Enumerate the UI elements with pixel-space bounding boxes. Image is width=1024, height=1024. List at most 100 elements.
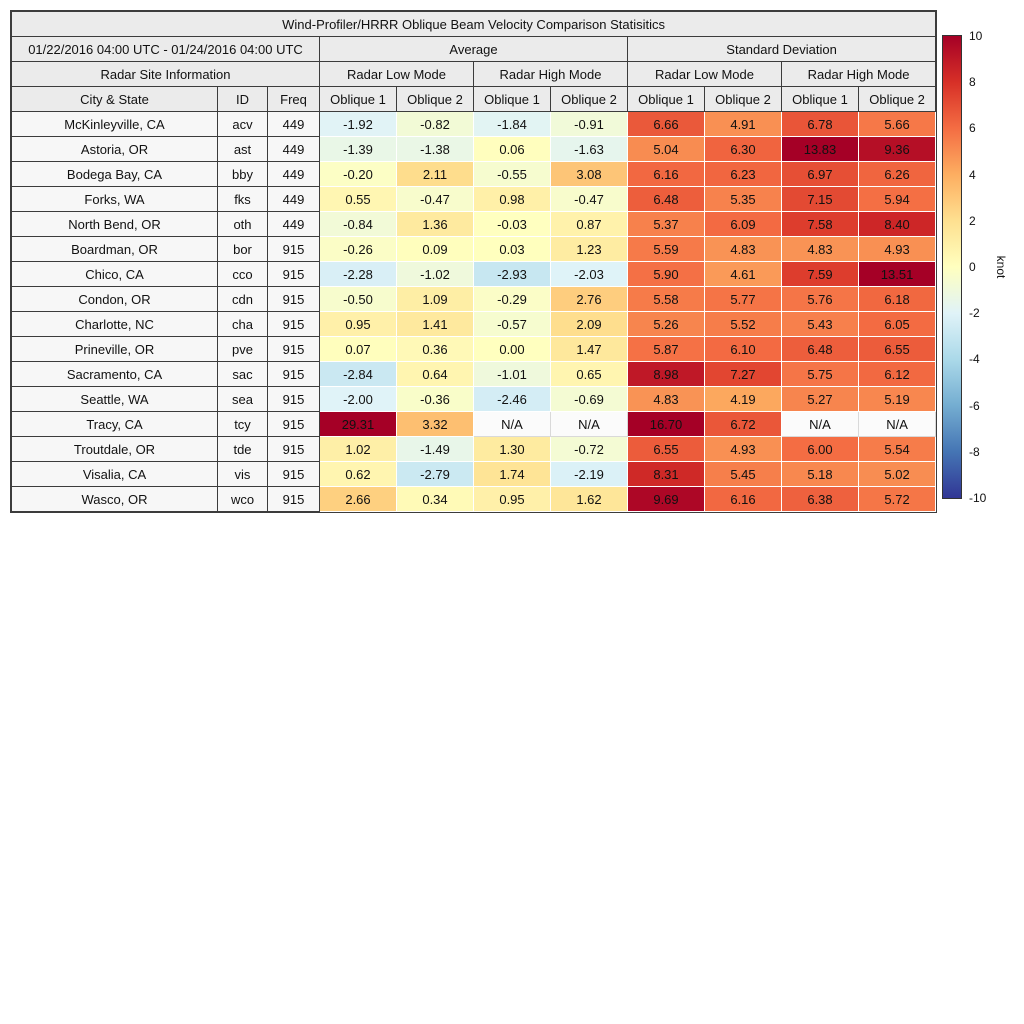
table-row: Forks, WA fks 449 0.55 -0.47 0.98 -0.47 6.48 5.3… [11, 186, 937, 212]
title-row: Wind-Profiler/HRRR Oblique Beam Velocity… [10, 11, 937, 37]
value-cell: 8.31 [627, 461, 705, 487]
value-cell: 1.41 [396, 311, 474, 337]
value-cell: -2.79 [396, 461, 474, 487]
table-row: Visalia, CA vis 915 0.62 -2.79 1.74 -2.19 8.31 5… [11, 461, 937, 487]
colorbar-tick-label: 10 [969, 29, 983, 43]
mode-header-avg-high: Radar High Mode [473, 61, 628, 87]
colorbar-tick-label: 0 [969, 260, 976, 274]
value-cell: 6.23 [704, 161, 782, 187]
value-cell: 9.69 [627, 486, 705, 512]
freq-cell: 915 [267, 236, 320, 262]
value-cell: 1.47 [550, 336, 628, 362]
freq-cell: 915 [267, 261, 320, 287]
value-cell: -0.03 [473, 211, 551, 237]
value-cell: 5.52 [704, 311, 782, 337]
column-header-oblique: Oblique 1 [781, 86, 859, 112]
colorbar-tick-label: 4 [969, 167, 976, 182]
value-cell: 5.58 [627, 286, 705, 312]
freq-cell: 449 [267, 186, 320, 212]
table-row: Prineville, OR pve 915 0.07 0.36 0.00 1.47 5.87… [11, 336, 937, 362]
freq-cell: 915 [267, 461, 320, 487]
value-cell: -0.72 [550, 436, 628, 462]
value-cell: 6.30 [704, 136, 782, 162]
value-cell: 0.64 [396, 361, 474, 387]
colorbar-ticks: 10 8 6 4 2 0 -2 -4 -6 -8 -10 [969, 29, 999, 505]
value-cell: 6.78 [781, 111, 859, 137]
table-row: Condon, OR cdn 915 -0.50 1.09 -0.29 2.76 5.58 5.… [11, 286, 937, 312]
colorbar-tick-label: -4 [969, 352, 980, 367]
value-cell: 1.36 [396, 211, 474, 237]
value-cell: 5.77 [704, 286, 782, 312]
id-cell: fks [217, 186, 268, 212]
value-cell: -2.19 [550, 461, 628, 487]
city-cell: Condon, OR [11, 286, 218, 312]
value-cell: 1.62 [550, 486, 628, 512]
value-cell: 2.09 [550, 311, 628, 337]
freq-cell: 915 [267, 336, 320, 362]
freq-cell: 915 [267, 486, 320, 512]
freq-cell: 915 [267, 311, 320, 337]
column-header-oblique: Oblique 1 [473, 86, 551, 112]
colorbar-tick-label: -8 [969, 444, 980, 459]
city-cell: Visalia, CA [11, 461, 218, 487]
table-row: Boardman, OR bor 915 -0.26 0.09 0.03 1.23 5.59 4… [11, 236, 937, 262]
value-cell: 1.09 [396, 286, 474, 312]
table-row: Wasco, OR wco 915 2.66 0.34 0.95 1.62 9.69 6.16 6… [11, 486, 937, 512]
freq-cell: 449 [267, 111, 320, 137]
city-cell: Prineville, OR [11, 336, 218, 362]
value-cell: 1.23 [550, 236, 628, 262]
column-header-oblique: Oblique 2 [704, 86, 782, 112]
value-cell: 13.83 [781, 136, 859, 162]
value-cell: -0.69 [550, 386, 628, 412]
value-cell: N/A [550, 411, 628, 437]
value-cell: -1.01 [473, 361, 551, 387]
value-cell: 5.59 [627, 236, 705, 262]
value-cell: 4.19 [704, 386, 782, 412]
column-header-row: City & State ID Freq Oblique 1 Oblique 2… [11, 86, 937, 112]
value-cell: 1.30 [473, 436, 551, 462]
value-cell: 6.00 [781, 436, 859, 462]
value-cell: 9.36 [857, 136, 937, 162]
value-cell: 2.76 [550, 286, 628, 312]
city-cell: McKinleyville, CA [11, 111, 218, 137]
column-header-freq: Freq [267, 86, 320, 112]
colorbar-unit-label: knot [994, 255, 1008, 279]
value-cell: -0.91 [550, 111, 628, 137]
value-cell: 0.03 [473, 236, 551, 262]
colorbar-tick-label: -2 [969, 306, 980, 321]
table-row: Bodega Bay, CA bby 449 -0.20 2.11 -0.55 3.08 6.… [11, 161, 937, 187]
value-cell: -2.84 [319, 361, 397, 387]
id-cell: bor [217, 236, 268, 262]
value-cell: -0.57 [473, 311, 551, 337]
value-cell: 5.43 [781, 311, 859, 337]
value-cell: -0.50 [319, 286, 397, 312]
value-cell: N/A [473, 411, 551, 437]
value-cell: -2.28 [319, 261, 397, 287]
value-cell: 4.83 [627, 386, 705, 412]
city-cell: Seattle, WA [11, 386, 218, 412]
table-row: Troutdale, OR tde 915 1.02 -1.49 1.30 -0.72 6.5… [11, 436, 937, 462]
value-cell: 5.37 [627, 211, 705, 237]
table-row: Astoria, OR ast 449 -1.39 -1.38 0.06 -1.63 5.04… [11, 136, 937, 162]
value-cell: 6.48 [781, 336, 859, 362]
value-cell: 5.76 [781, 286, 859, 312]
value-cell: 0.34 [396, 486, 474, 512]
value-cell: 0.55 [319, 186, 397, 212]
table-row: Chico, CA cco 915 -2.28 -1.02 -2.93 -2.03 5.90 4… [11, 261, 937, 287]
freq-cell: 915 [267, 411, 320, 437]
value-cell: 2.66 [319, 486, 397, 512]
column-header-city: City & State [11, 86, 218, 112]
value-cell: -0.55 [473, 161, 551, 187]
period-header: 01/22/2016 04:00 UTC - 01/24/2016 04:00 … [11, 36, 320, 62]
group-header-row: 01/22/2016 04:00 UTC - 01/24/2016 04:00 … [11, 36, 937, 62]
heatmap-table: Wind-Profiler/HRRR Oblique Beam Velocity… [10, 11, 937, 512]
value-cell: -2.00 [319, 386, 397, 412]
mode-header-row: Radar Site Information Radar Low Mode Ra… [11, 61, 937, 87]
value-cell: -0.47 [396, 186, 474, 212]
value-cell: 0.36 [396, 336, 474, 362]
column-header-oblique: Oblique 1 [319, 86, 397, 112]
city-cell: Boardman, OR [11, 236, 218, 262]
value-cell: -2.93 [473, 261, 551, 287]
mode-header-std-high: Radar High Mode [780, 61, 937, 87]
value-cell: 8.40 [857, 211, 937, 237]
